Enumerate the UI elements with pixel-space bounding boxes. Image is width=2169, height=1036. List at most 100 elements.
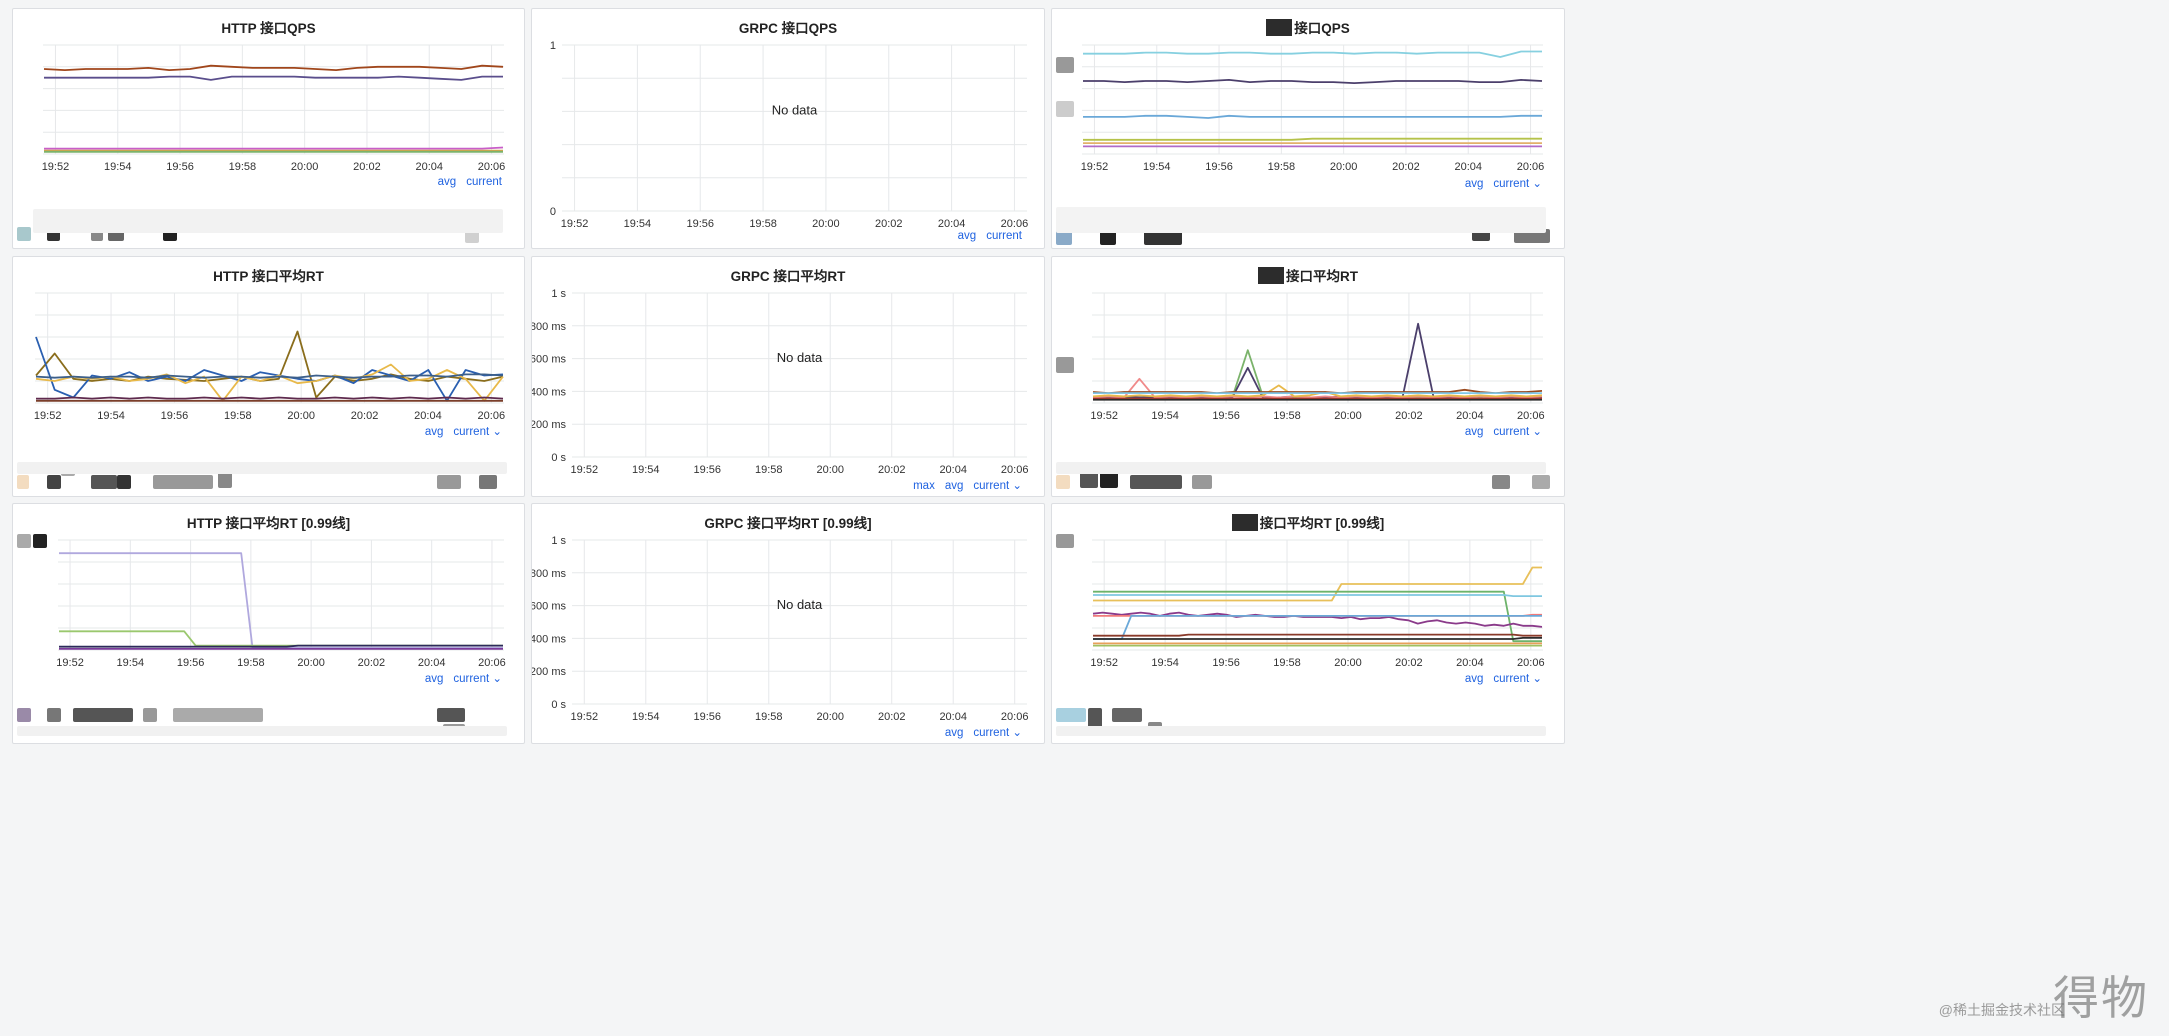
series-line[interactable] <box>1092 377 1543 399</box>
series-line[interactable] <box>1083 79 1543 84</box>
series-line[interactable] <box>59 552 503 649</box>
panel-title[interactable]: GRPC 接口平均RT [0.99线] <box>532 512 1044 532</box>
legend-sort-current[interactable]: current ⌄ <box>1493 673 1542 685</box>
redacted-block <box>33 209 503 233</box>
legend-header: avg current ⌄ <box>1455 176 1542 190</box>
panel-title-text: HTTP 接口QPS <box>221 21 316 36</box>
redacted-block <box>1056 229 1072 245</box>
legend-sort-current[interactable]: current ⌄ <box>973 727 1022 739</box>
y-tick-label: 800 ms <box>532 321 566 333</box>
series-line[interactable] <box>35 336 504 402</box>
legend-sort-current[interactable]: current ⌄ <box>1493 178 1542 190</box>
chart-plot[interactable]: 19:52 19:54 19:56 19:58 20:00 20:02 20:04 20:06… <box>532 9 1045 249</box>
series-line[interactable] <box>1083 137 1542 141</box>
x-tick-label: 20:02 <box>351 410 379 422</box>
legend-sort-avg[interactable]: avg <box>1464 426 1484 438</box>
legend-sort-avg[interactable]: avg <box>944 480 964 492</box>
series-line[interactable] <box>1093 633 1542 637</box>
x-tick-label: 19:52 <box>571 711 599 723</box>
x-tick-label: 20:04 <box>418 657 446 669</box>
panel-title[interactable]: GRPC 接口QPS <box>532 17 1044 37</box>
legend-sort-current[interactable]: current ⌄ <box>973 480 1022 492</box>
panel-title[interactable]: HTTP 接口平均RT [0.99线] <box>13 512 524 532</box>
no-data-message: No data <box>772 103 818 118</box>
watermark-source: @稀土掘金技术社区 <box>1938 1002 2065 1018</box>
chart-plot[interactable]: 19:52 19:54 19:56 19:58 20:00 20:02 20:04 20:06 <box>1052 504 1565 744</box>
series-line[interactable] <box>1083 114 1542 119</box>
panel-title[interactable]: HTTP 接口平均RT <box>13 265 524 285</box>
legend-sort-current[interactable]: current <box>466 176 502 188</box>
y-tick-label: 200 ms <box>532 666 566 678</box>
legend-sort-avg[interactable]: avg <box>1464 673 1484 685</box>
chart-plot[interactable]: 19:52 19:54 19:56 19:58 20:00 20:02 20:04 20:06 <box>13 9 525 249</box>
redacted-block <box>1056 207 1546 233</box>
x-tick-label: 20:06 <box>478 657 506 669</box>
legend-sort-avg[interactable]: avg <box>944 727 964 739</box>
series-line[interactable] <box>43 64 504 71</box>
x-tick-label: 20:00 <box>812 218 840 230</box>
series-line[interactable] <box>1092 611 1543 628</box>
series-line[interactable] <box>1093 636 1542 640</box>
panel-title[interactable]: GRPC 接口平均RT <box>532 265 1044 285</box>
series-line[interactable] <box>44 146 504 150</box>
legend-sort-avg[interactable]: avg <box>1464 178 1484 190</box>
redacted-block <box>1130 475 1182 489</box>
legend-sort-current[interactable]: current ⌄ <box>453 426 502 438</box>
x-tick-label: 19:54 <box>1151 410 1179 422</box>
legend-sort-current[interactable]: current ⌄ <box>453 673 502 685</box>
panel-masked-rt: 接口平均RT 19:52 19:54 19:56 19:58 20:00 20:02 20:0… <box>1051 256 1565 497</box>
panel-title[interactable]: 接口QPS <box>1052 17 1564 37</box>
series-line[interactable] <box>35 330 504 399</box>
panel-title-text: 接口平均RT [0.99线] <box>1259 516 1385 531</box>
series-line[interactable] <box>1092 388 1543 395</box>
x-tick-label: 19:56 <box>166 161 194 173</box>
series-line[interactable] <box>59 644 503 648</box>
legend-sort-current[interactable]: current <box>986 230 1022 242</box>
series-line[interactable] <box>1093 594 1542 597</box>
chart-plot[interactable]: 19:52 19:54 19:56 19:58 20:00 20:02 20:04 20:06… <box>532 257 1045 497</box>
series-line[interactable] <box>44 75 503 81</box>
panel-title[interactable]: 接口平均RT <box>1052 265 1564 285</box>
x-tick-label: 19:56 <box>161 410 189 422</box>
panel-title[interactable]: HTTP 接口QPS <box>13 17 524 37</box>
redacted-block <box>1192 475 1212 489</box>
redacted-block <box>437 708 465 722</box>
legend-sort-avg[interactable]: avg <box>957 230 977 242</box>
series-line[interactable] <box>1083 50 1542 58</box>
x-tick-label: 20:06 <box>1517 657 1545 669</box>
legend-sort-avg[interactable]: avg <box>424 673 444 685</box>
x-tick-label: 20:02 <box>1395 410 1423 422</box>
series-line[interactable] <box>1093 615 1542 640</box>
chart-plot[interactable]: 19:52 19:54 19:56 19:58 20:00 20:02 20:04 20:06 <box>13 257 525 497</box>
series-line[interactable] <box>1093 566 1542 602</box>
series-line[interactable] <box>35 373 504 379</box>
x-tick-label: 19:52 <box>1090 410 1118 422</box>
series-line[interactable] <box>35 363 504 402</box>
x-tick-label: 19:56 <box>1205 161 1233 173</box>
series-line[interactable] <box>36 396 504 400</box>
x-tick-label: 19:58 <box>749 218 777 230</box>
series-line[interactable] <box>1093 590 1542 643</box>
chart-plot[interactable]: 19:52 19:54 19:56 19:58 20:00 20:02 20:04 20:06 <box>13 504 525 744</box>
x-tick-label: 19:58 <box>237 657 265 669</box>
legend-header: avg current ⌄ <box>415 671 502 685</box>
legend-sort-avg[interactable]: avg <box>424 426 444 438</box>
legend-sort-max[interactable]: max <box>913 480 935 492</box>
panel-title[interactable]: 接口平均RT [0.99线] <box>1052 512 1564 532</box>
series-line[interactable] <box>1093 322 1542 400</box>
chart-plot[interactable]: 19:52 19:54 19:56 19:58 20:00 20:02 20:04 20:06 <box>1052 9 1565 249</box>
y-tick-label: 1 <box>550 40 556 52</box>
legend-sort-current[interactable]: current ⌄ <box>1493 426 1542 438</box>
series-line[interactable] <box>59 630 503 647</box>
legend-sort-avg[interactable]: avg <box>437 176 457 188</box>
panel-grpc-qps: GRPC 接口QPS 19:52 19:54 19:56 19:58 20:00 20:02… <box>531 8 1045 249</box>
x-tick-label: 20:00 <box>1334 410 1362 422</box>
x-tick-label: 19:54 <box>1151 657 1179 669</box>
redacted-block <box>479 475 497 489</box>
chart-plot[interactable]: 19:52 19:54 19:56 19:58 20:00 20:02 20:04 20:06… <box>532 504 1045 744</box>
x-tick-label: 19:54 <box>104 161 132 173</box>
panel-masked-qps: 接口QPS 19:52 19:54 19:56 19:58 20:00 20:02 20:04… <box>1051 8 1565 249</box>
x-tick-label: 19:52 <box>561 218 589 230</box>
chart-plot[interactable]: 19:52 19:54 19:56 19:58 20:00 20:02 20:04 20:06 <box>1052 257 1565 497</box>
redacted-block <box>17 227 31 241</box>
